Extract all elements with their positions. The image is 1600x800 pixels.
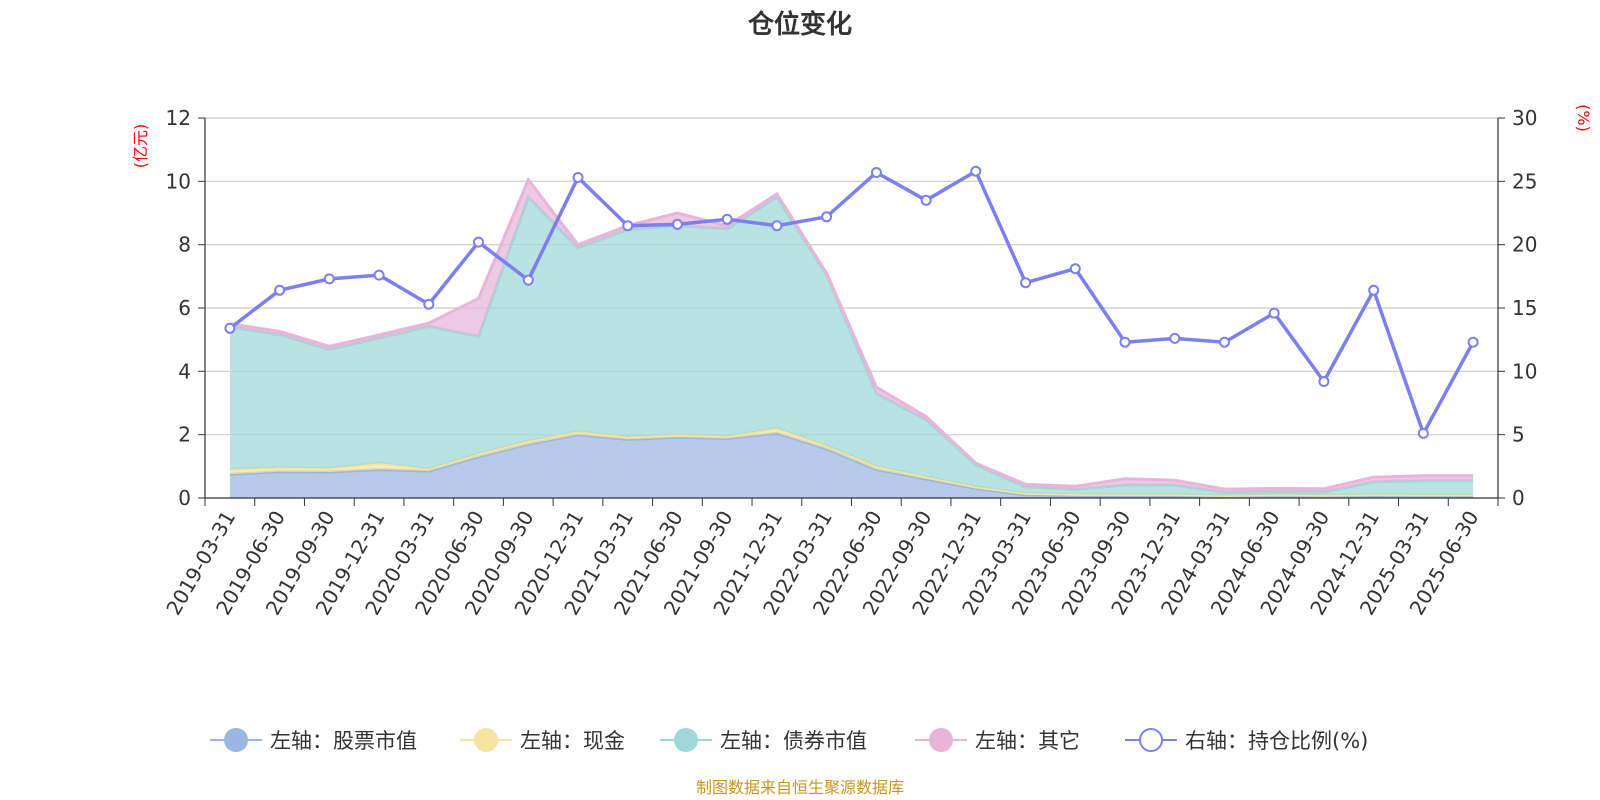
right-axis-tick-label: 30 <box>1512 106 1537 130</box>
ratio-point <box>771 220 783 232</box>
legend-marker <box>1139 728 1163 752</box>
ratio-point <box>970 165 982 177</box>
legend-label: 左轴：现金 <box>520 729 625 753</box>
ratio-point <box>473 236 484 248</box>
ratio-point <box>1368 284 1380 296</box>
ratio-point <box>671 218 683 230</box>
ratio-line-path <box>228 168 1475 438</box>
area-series-3 <box>229 179 1474 493</box>
legend-marker <box>474 728 498 752</box>
ratio-point <box>1268 307 1280 319</box>
left-axis-unit: (亿元) <box>131 124 150 169</box>
ratio-point <box>423 298 435 310</box>
legend-item: 左轴：其它 <box>915 728 1080 753</box>
ratio-point <box>1020 277 1032 289</box>
right-axis-tick-label: 25 <box>1512 169 1537 193</box>
left-axis-tick-label: 6 <box>178 296 191 320</box>
legend-item: 左轴：股票市值 <box>210 728 417 753</box>
left-axis-tick-label: 0 <box>178 486 191 510</box>
ratio-point <box>373 269 385 281</box>
area-series-edge-0 <box>229 431 1474 499</box>
left-axis-tick-label: 8 <box>178 233 191 257</box>
legend-marker <box>674 728 698 752</box>
ratio-point <box>1119 336 1131 348</box>
right-axis-tick-label: 10 <box>1512 359 1537 383</box>
legend-label: 左轴：股票市值 <box>270 729 417 753</box>
right-axis-tick-label: 20 <box>1512 233 1537 257</box>
ratio-point <box>522 274 534 286</box>
ratio-point <box>821 211 833 223</box>
area-series-edge-3 <box>229 176 1474 491</box>
legend: 左轴：股票市值 左轴：现金 左轴：债券市值 左轴：其它 右轴：持仓比例(%) <box>210 728 1368 753</box>
legend-marker <box>929 728 953 752</box>
legend-marker <box>224 728 248 752</box>
legend-item: 左轴：债券市值 <box>660 728 867 753</box>
chart-title: 仓位变化 <box>747 9 852 40</box>
legend-item: 右轴：持仓比例(%) <box>1125 728 1368 753</box>
ratio-point <box>1417 427 1429 439</box>
ratio-point <box>721 213 733 225</box>
ratio-point <box>1169 332 1181 344</box>
holding-ratio-line <box>224 165 1479 439</box>
ratio-point <box>920 194 932 206</box>
ratio-point <box>870 167 882 178</box>
data-source-note: 制图数据来自恒生聚源数据库 <box>696 778 904 797</box>
left-axis-tick-label: 12 <box>166 106 191 130</box>
legend-label: 右轴：持仓比例(%) <box>1185 729 1368 753</box>
legend-item: 左轴：现金 <box>460 728 625 753</box>
ratio-point <box>274 284 286 296</box>
ratio-point <box>1069 263 1081 275</box>
stacked-areas <box>229 176 1474 499</box>
left-axis-tick-label: 10 <box>166 169 191 193</box>
right-axis-tick-label: 0 <box>1512 486 1525 510</box>
ratio-point <box>572 172 584 183</box>
legend-label: 左轴：其它 <box>975 729 1080 753</box>
left-axis-tick-label: 4 <box>178 359 191 383</box>
ratio-point <box>224 322 236 334</box>
right-axis-tick-label: 5 <box>1512 423 1525 447</box>
area-series-0 <box>229 433 1474 498</box>
left-axis-tick-label: 2 <box>178 423 191 447</box>
ratio-point <box>1219 336 1230 348</box>
right-axis-tick-label: 15 <box>1512 296 1537 320</box>
right-axis-unit: (%) <box>1574 104 1593 132</box>
ratio-point <box>1467 336 1479 348</box>
area-series-2 <box>229 197 1474 496</box>
ratio-point <box>1318 376 1330 387</box>
ratio-point <box>622 220 634 232</box>
legend-label: 左轴：债券市值 <box>720 729 867 753</box>
ratio-point <box>323 273 335 285</box>
